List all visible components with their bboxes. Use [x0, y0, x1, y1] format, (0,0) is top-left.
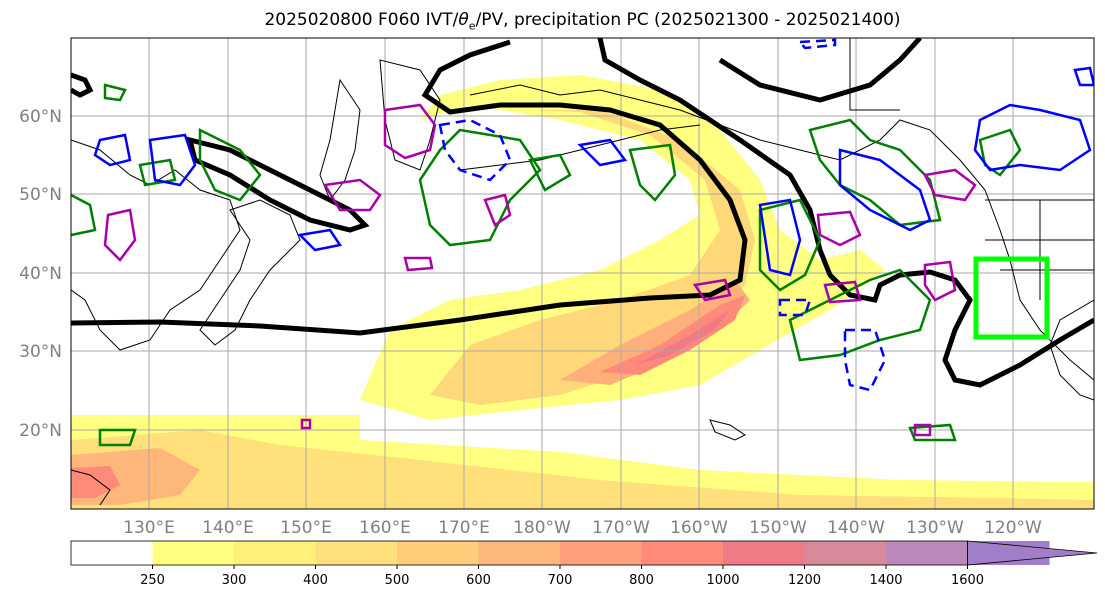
map-title: 2025020800 F060 IVT/θe/PV, precipitation… — [0, 10, 1105, 32]
theta-e-positive — [71, 83, 1022, 447]
latitude-labels: 60°N 50°N 40°N 30°N 20°N — [19, 107, 62, 441]
lat-label: 20°N — [19, 421, 62, 441]
colorbar-segment — [71, 541, 153, 565]
longitude-labels: 130°E 140°E 150°E 160°E 170°E 180°W 170°… — [123, 518, 1042, 538]
colorbar-tick-label: 600 — [466, 573, 491, 588]
colorbar-tick-label: 500 — [385, 573, 410, 588]
colorbar-tick-label: 1600 — [951, 573, 984, 588]
colorbar-tick-label: 300 — [222, 573, 247, 588]
lon-label: 160°W — [670, 518, 728, 538]
colorbar-tick-label: 400 — [303, 573, 328, 588]
colorbar-tick-label: 800 — [629, 573, 654, 588]
map-frame — [70, 37, 1095, 510]
colorbar-tick-label: 250 — [140, 573, 165, 588]
coastlines — [71, 38, 1094, 506]
colorbar-segment — [804, 541, 887, 565]
pv-anomaly — [103, 103, 977, 437]
colorbar-segment — [478, 541, 561, 565]
title-sub: e — [468, 19, 476, 33]
colorbar-tick-label: 1000 — [706, 573, 739, 588]
target-region-box — [973, 256, 1050, 340]
colorbar: 250 300 400 500 600 700 800 1000 1200 1400 1600 — [70, 540, 1098, 588]
lon-label: 160°E — [359, 518, 411, 538]
lon-label: 140°E — [202, 518, 254, 538]
colorbar-segment — [723, 541, 805, 565]
theta-e-negative — [93, 66, 1094, 277]
lon-label: 170°E — [438, 518, 490, 538]
colorbar-tick-label: 1200 — [788, 573, 821, 588]
title-text-2: /PV, precipitation PC (2025021300 - 2025… — [475, 10, 901, 30]
title-theta: θ — [458, 10, 469, 30]
lat-label: 60°N — [19, 107, 62, 127]
colorbar-segment — [560, 541, 642, 565]
colorbar-segment — [234, 541, 316, 565]
colorbar-frame — [70, 540, 968, 566]
colorbar-segment — [152, 541, 235, 565]
pv-contour — [71, 38, 1094, 388]
lat-label: 50°N — [19, 185, 62, 205]
lon-label: 180°W — [513, 518, 571, 538]
colorbar-segment — [641, 541, 724, 565]
colorbar-tick-label: 1400 — [869, 573, 902, 588]
title-text-1: 2025020800 F060 IVT/ — [264, 10, 459, 30]
lon-label: 150°E — [280, 518, 332, 538]
colorbar-segment — [886, 541, 968, 565]
lat-label: 40°N — [19, 264, 62, 284]
theta-e-negative-dashed — [438, 38, 887, 392]
lat-label: 30°N — [19, 342, 62, 362]
lon-label: 140°W — [827, 518, 885, 538]
lon-label: 150°W — [749, 518, 807, 538]
ivt-shading — [71, 75, 1094, 509]
lon-label: 120°W — [984, 518, 1042, 538]
colorbar-segment — [315, 541, 398, 565]
colorbar-tick-label: 700 — [548, 573, 573, 588]
lon-label: 130°E — [123, 518, 175, 538]
colorbar-segment — [397, 541, 479, 565]
lon-label: 170°W — [592, 518, 650, 538]
lon-label: 130°W — [906, 518, 964, 538]
